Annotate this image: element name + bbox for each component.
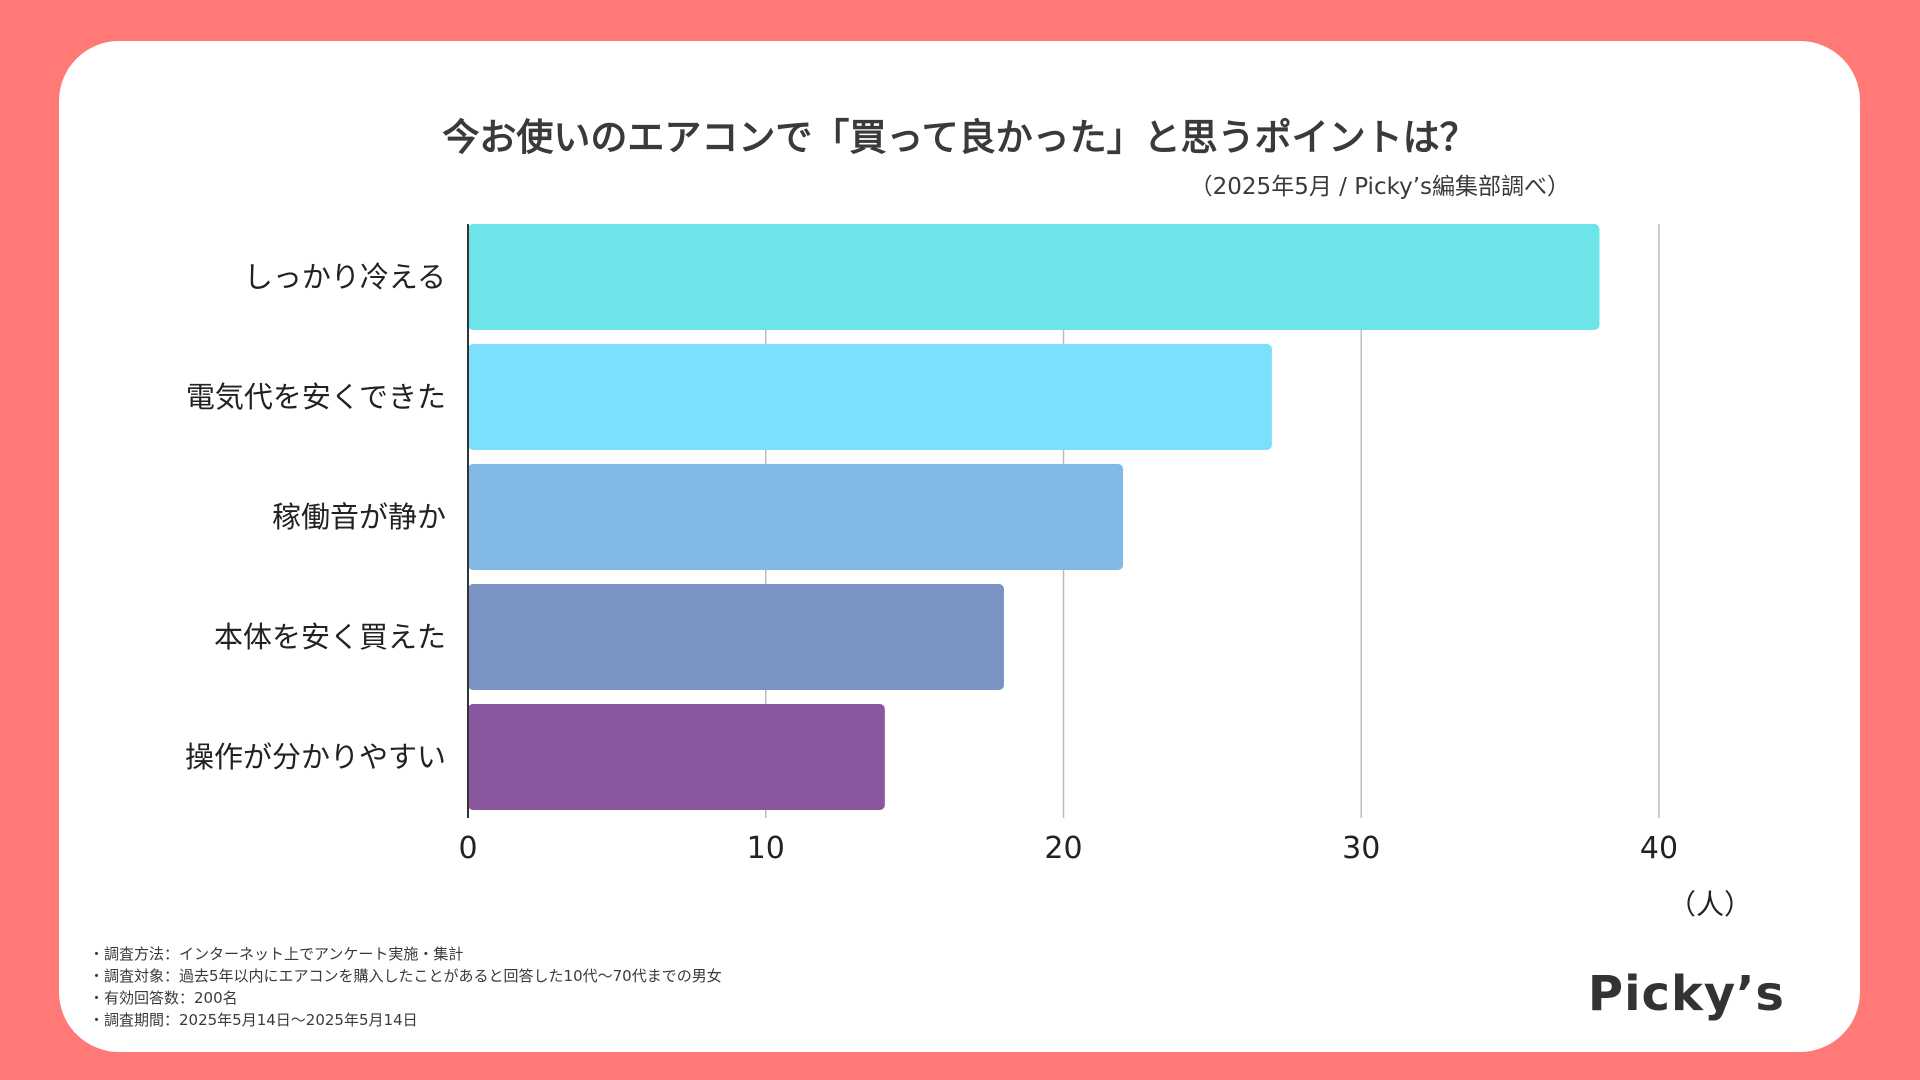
note-period: ・調査期間：2025年5月14日〜2025年5月14日 [89,1011,418,1029]
x-tick-label: 10 [747,831,785,866]
survey-notes: ・調査方法：インターネット上でアンケート実施・集計 ・調査対象：過去5年以内にエ… [89,943,722,1031]
category-label: 稼働音が静か [272,500,446,534]
x-axis-label: （人） [1668,888,1752,921]
category-label: しっかり冷える [244,260,446,294]
bar [468,224,1600,330]
x-tick-label: 30 [1342,831,1380,866]
note-responses: ・有効回答数：200名 [89,989,238,1007]
bar [468,464,1124,570]
category-label: 電気代を安くできた [186,380,446,414]
note-method: ・調査方法：インターネット上でアンケート実施・集計 [89,945,464,963]
category-label: 操作が分かりやすい [185,740,446,774]
brand-logo: Picky’s [1587,966,1785,1022]
x-tick-label: 20 [1044,831,1082,866]
chart-card: 今お使いのエアコンで「買って良かった」と思うポイントは？ （2025年5月 / … [59,41,1860,1052]
note-target: ・調査対象：過去5年以内にエアコンを購入したことがあると回答した10代〜70代ま… [89,967,722,985]
x-tick-label: 40 [1640,831,1678,866]
chart-subtitle: （2025年5月 / Picky’s編集部調べ） [1189,174,1570,200]
bar [468,704,885,810]
category-label: 本体を安く買えた [214,620,446,654]
bar [468,584,1004,690]
chart-title: 今お使いのエアコンで「買って良かった」と思うポイントは？ [442,116,1477,159]
bar [468,344,1272,450]
x-tick-label: 0 [458,831,477,866]
